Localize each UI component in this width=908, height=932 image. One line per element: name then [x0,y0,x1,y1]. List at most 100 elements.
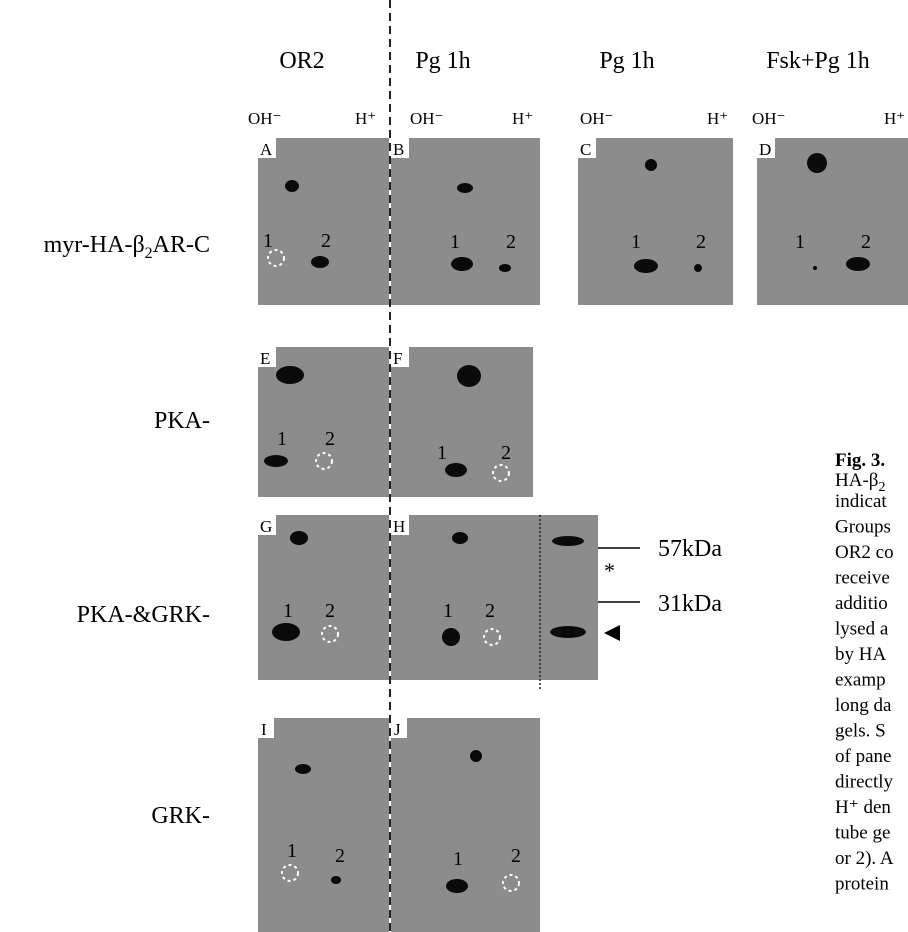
spot-number: 2 [321,230,331,252]
figure: OR2 Pg 1h Pg 1h Fsk+Pg 1h OH⁻ H⁺ OH⁻ H⁺ … [0,0,908,932]
column-header: Fsk+Pg 1h [766,48,870,74]
caption-line: indicat [835,491,887,512]
spot-number: 1 [453,848,463,870]
caption-line: directly [835,772,894,793]
spot [446,879,468,893]
spot-number: 2 [861,231,871,253]
gel [258,515,389,680]
ph-acidic: H⁺ [512,109,533,128]
caption-line: protein [835,874,889,895]
caption-line: by HA [835,644,886,665]
gel [757,138,908,305]
caption-line: tube ge [835,823,890,844]
spot-number: 1 [277,428,287,450]
caption-line: lysed a [835,619,889,640]
gel [258,718,389,932]
column-header: OR2 [279,48,324,74]
panel-letter: D [759,140,771,159]
column-header: Pg 1h [599,48,654,74]
star: * [604,558,615,583]
spot-number: 1 [443,600,453,622]
spot [311,256,329,268]
caption-line: examp [835,670,886,691]
spot-number: 2 [325,428,335,450]
spot-number: 2 [511,845,521,867]
caption-line: receive [835,568,890,589]
spot [499,264,511,272]
row-labels: myr-HA-β2AR-C PKA- PKA-&GRK- GRK- [44,232,210,829]
panel-letter: A [260,140,273,159]
gel [391,718,540,932]
row-label-tail: AR-C [153,232,210,258]
caption-line: H⁺ den [835,797,891,818]
spot [457,365,481,387]
caption-title: Fig. 3. [835,450,885,471]
panel-letter: C [580,140,591,159]
caption-line: or 2). A [835,848,894,869]
gel [391,138,540,305]
panel-letter: J [394,720,401,739]
row-label: PKA-&GRK- [77,602,210,628]
caption-line: Groups [835,517,891,538]
spot-number: 2 [485,600,495,622]
spot-number: 2 [696,231,706,253]
panel-letter: I [261,720,267,739]
panel-letter: E [260,349,270,368]
column-header: Pg 1h [415,48,470,74]
caption-line: additio [835,593,888,614]
ph-basic: OH⁻ [248,109,282,128]
panel-letter: G [260,517,272,536]
ph-acidic: H⁺ [707,109,728,128]
ph-labels: OH⁻ H⁺ OH⁻ H⁺ OH⁻ H⁺ OH⁻ H⁺ [248,109,905,128]
spot [445,463,467,477]
row-label: PKA- [154,408,210,434]
ph-acidic: H⁺ [884,109,905,128]
spot-number: 1 [287,840,297,862]
spot-number: 1 [450,231,460,253]
caption-text: HA-β [835,470,878,491]
row-label: GRK- [151,803,210,829]
spot [452,532,468,544]
panel-letter: F [393,349,402,368]
gels [258,138,908,932]
spot-number: 2 [335,845,345,867]
band [550,626,586,638]
ph-basic: OH⁻ [752,109,786,128]
spot [457,183,473,193]
spot [442,628,460,646]
panel-letter: B [393,140,404,159]
spot [264,455,288,467]
panel-letter: H [393,517,405,536]
spot-number: 1 [283,600,293,622]
column-headers: OR2 Pg 1h Pg 1h Fsk+Pg 1h [279,48,869,74]
row-label-sub: 2 [145,245,153,262]
spot [331,876,341,884]
spot-number: 1 [263,230,273,252]
spot-number: 1 [795,231,805,253]
ph-acidic: H⁺ [355,109,376,128]
spot [285,180,299,192]
arrowhead [604,625,620,641]
spot [634,259,658,273]
caption-line: long da [835,695,892,716]
band [552,536,584,546]
row-label: myr-HA-β2AR-C [44,232,210,262]
marker-label: 57kDa [658,536,722,562]
spot [276,366,304,384]
spot [813,266,817,270]
spot [846,257,870,271]
gel [258,347,389,497]
caption-line: of pane [835,746,891,767]
spot [807,153,827,173]
spot-number: 2 [506,231,516,253]
spot-number: 2 [325,600,335,622]
ph-basic: OH⁻ [580,109,614,128]
spot [694,264,702,272]
spot-number: 1 [631,231,641,253]
spot-number: 1 [437,442,447,464]
spot [645,159,657,171]
gel [258,138,389,305]
spot [451,257,473,271]
spot-number: 2 [501,442,511,464]
